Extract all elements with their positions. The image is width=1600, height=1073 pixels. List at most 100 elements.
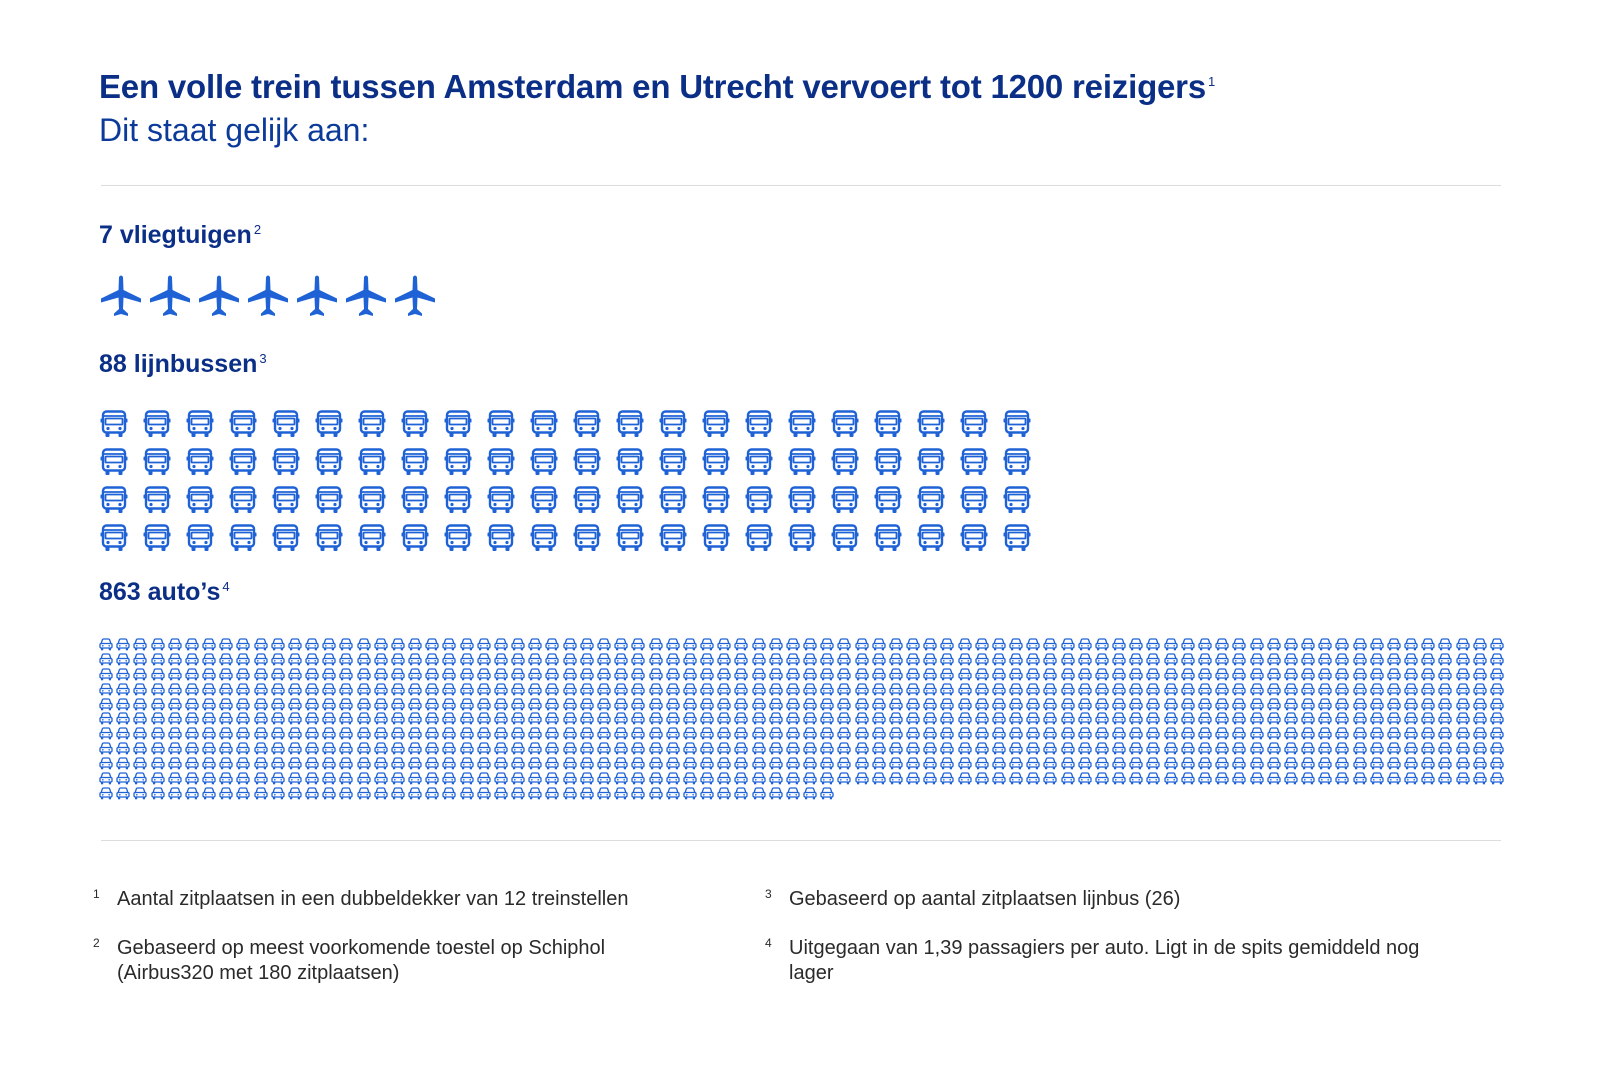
car-icon bbox=[219, 653, 236, 668]
car-icon bbox=[1164, 712, 1181, 727]
car-icon bbox=[631, 712, 648, 727]
car-icon bbox=[631, 742, 648, 757]
car-icon bbox=[528, 668, 545, 683]
car-icon bbox=[1198, 772, 1215, 787]
car-icon bbox=[425, 772, 442, 787]
bus-icon bbox=[400, 485, 443, 523]
car-icon bbox=[1352, 757, 1370, 772]
car-icon bbox=[1060, 697, 1078, 713]
car-icon bbox=[786, 712, 803, 727]
car-icon bbox=[253, 668, 271, 683]
car-icon bbox=[1078, 683, 1095, 698]
car-icon bbox=[700, 757, 717, 772]
bus-icon bbox=[787, 523, 830, 561]
car-icon bbox=[597, 712, 614, 727]
car-icon bbox=[683, 668, 700, 683]
car-icon bbox=[992, 727, 1009, 742]
car-icon bbox=[786, 697, 803, 713]
bus-icon bbox=[572, 409, 615, 447]
bus-icon bbox=[959, 523, 1002, 561]
car-icon bbox=[1335, 653, 1352, 668]
bus-icon bbox=[142, 409, 185, 447]
car-icon bbox=[803, 697, 820, 713]
car-icon bbox=[219, 742, 236, 757]
car-icon bbox=[854, 683, 872, 698]
car-icon bbox=[425, 638, 442, 653]
car-icon bbox=[305, 787, 322, 802]
car-icon bbox=[837, 697, 854, 713]
car-icon bbox=[425, 697, 442, 713]
car-icon bbox=[545, 787, 562, 802]
car-icon bbox=[1421, 638, 1438, 653]
bus-icon bbox=[615, 447, 658, 485]
car-icon bbox=[271, 683, 288, 698]
car-icon bbox=[1164, 727, 1181, 742]
bus-icon bbox=[787, 485, 830, 523]
car-icon bbox=[391, 742, 408, 757]
car-icon bbox=[545, 712, 562, 727]
car-icon bbox=[1421, 683, 1438, 698]
car-icon bbox=[1301, 653, 1318, 668]
car-icon bbox=[322, 638, 339, 653]
car-icon bbox=[477, 683, 494, 698]
car-icon bbox=[99, 772, 116, 787]
car-icon bbox=[185, 757, 202, 772]
car-icon bbox=[1129, 697, 1146, 713]
car-icon bbox=[700, 668, 717, 683]
bus-icon bbox=[744, 409, 787, 447]
car-icon bbox=[1318, 697, 1335, 713]
bus-icon bbox=[959, 485, 1002, 523]
car-icon bbox=[957, 727, 975, 742]
car-icon bbox=[1284, 638, 1301, 653]
car-icon bbox=[1473, 772, 1490, 787]
car-icon bbox=[769, 697, 786, 713]
car-icon bbox=[1232, 772, 1249, 787]
car-icon bbox=[133, 668, 150, 683]
car-icon bbox=[1232, 697, 1249, 713]
bus-icon bbox=[142, 523, 185, 561]
bus-icon bbox=[959, 447, 1002, 485]
car-icon bbox=[854, 712, 872, 727]
car-icon bbox=[253, 697, 271, 713]
car-icon bbox=[1232, 727, 1249, 742]
car-icon bbox=[1387, 742, 1404, 757]
car-icon bbox=[700, 683, 717, 698]
car-icon bbox=[957, 742, 975, 757]
car-icon bbox=[202, 668, 219, 683]
car-icon bbox=[837, 668, 854, 683]
car-icon bbox=[1267, 697, 1284, 713]
car-icon bbox=[872, 757, 889, 772]
car-icon bbox=[1009, 757, 1026, 772]
car-icon bbox=[562, 683, 580, 698]
car-icon bbox=[288, 787, 305, 802]
car-icon bbox=[957, 772, 975, 787]
car-icon bbox=[168, 712, 185, 727]
car-icon bbox=[872, 712, 889, 727]
car-icon bbox=[820, 712, 837, 727]
bus-icon bbox=[529, 409, 572, 447]
car-icon bbox=[236, 787, 253, 802]
car-icon bbox=[717, 742, 734, 757]
car-icon bbox=[957, 668, 975, 683]
car-icon bbox=[751, 787, 769, 802]
car-icon bbox=[1455, 757, 1473, 772]
car-icon bbox=[734, 772, 751, 787]
car-icon bbox=[1284, 668, 1301, 683]
car-icon bbox=[168, 697, 185, 713]
car-icon bbox=[631, 653, 648, 668]
car-icon bbox=[700, 653, 717, 668]
car-icon bbox=[442, 683, 459, 698]
car-icon bbox=[683, 787, 700, 802]
car-icon bbox=[1352, 668, 1370, 683]
car-icon bbox=[1438, 638, 1455, 653]
car-icon bbox=[545, 683, 562, 698]
car-icon bbox=[597, 697, 614, 713]
car-icon bbox=[751, 668, 769, 683]
car-icon bbox=[99, 757, 116, 772]
car-icon bbox=[339, 683, 356, 698]
car-icon bbox=[923, 772, 940, 787]
car-icon bbox=[116, 742, 133, 757]
car-icon bbox=[734, 638, 751, 653]
car-icon bbox=[425, 653, 442, 668]
car-icon bbox=[442, 787, 459, 802]
